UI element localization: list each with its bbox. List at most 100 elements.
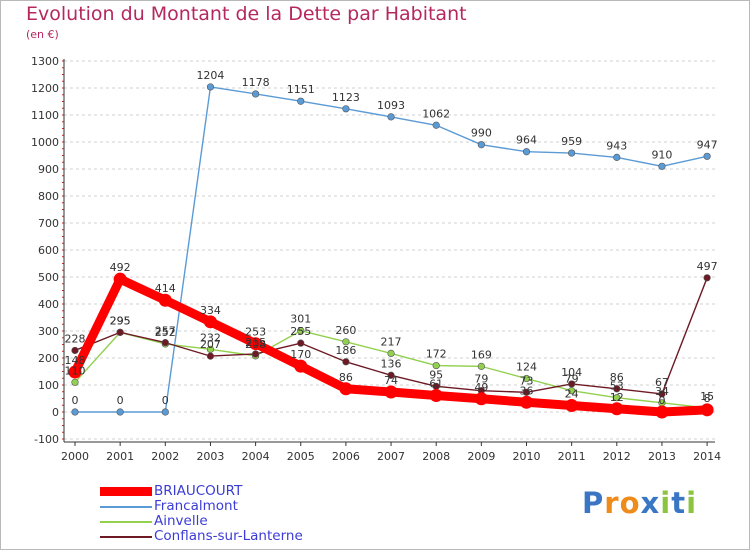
data-point	[71, 408, 79, 416]
data-label: 252	[155, 326, 176, 339]
data-point	[339, 382, 353, 396]
x-tick-label: 2014	[693, 450, 721, 463]
logo-letter: i	[686, 486, 698, 520]
data-point	[568, 380, 576, 388]
legend-swatch	[100, 520, 152, 523]
data-label: 79	[565, 373, 579, 386]
data-point	[116, 328, 124, 336]
logo-letter: P	[582, 486, 605, 520]
data-label: 0	[72, 394, 79, 407]
y-tick-label: 700	[38, 217, 59, 230]
x-tick-label: 2005	[287, 450, 315, 463]
data-label: 170	[290, 348, 311, 361]
data-point	[568, 149, 576, 157]
data-point	[610, 402, 624, 416]
data-point	[477, 141, 485, 149]
data-point	[658, 162, 666, 170]
data-point	[700, 403, 714, 417]
data-point	[522, 374, 531, 383]
data-label: 0	[162, 394, 169, 407]
data-label: 1151	[287, 83, 315, 96]
y-tick-label: 300	[38, 325, 59, 338]
data-label: 947	[697, 138, 718, 151]
data-label: 1204	[196, 69, 224, 82]
data-label: 217	[381, 335, 402, 348]
x-tick-label: 2002	[151, 450, 179, 463]
data-label: 15	[700, 390, 714, 403]
data-point	[71, 346, 79, 355]
data-label: 253	[245, 326, 266, 339]
data-label: 964	[516, 134, 537, 147]
legend-label: BRIAUCOURT	[154, 483, 243, 499]
x-tick-label: 2007	[377, 450, 405, 463]
data-point	[68, 365, 82, 379]
data-point	[71, 378, 79, 386]
y-tick-label: 200	[38, 352, 59, 365]
y-tick-label: 1300	[31, 55, 59, 68]
data-label: 0	[658, 394, 665, 407]
x-tick-label: 2010	[513, 450, 541, 463]
data-point	[158, 293, 172, 307]
data-label: 110	[65, 364, 86, 377]
data-point	[297, 327, 305, 335]
data-label: 257	[155, 325, 176, 338]
data-point	[252, 350, 260, 358]
data-label: 1123	[332, 91, 360, 104]
data-label: 1178	[242, 76, 270, 89]
data-label: 67	[655, 376, 669, 389]
data-point	[113, 272, 127, 286]
proxiti-logo: Proxiti	[582, 486, 697, 520]
data-point	[161, 339, 169, 347]
data-point	[432, 361, 440, 370]
chart-title: Evolution du Montant de la Dette par Hab…	[26, 3, 467, 25]
data-point	[703, 274, 711, 282]
data-label: 943	[606, 139, 627, 152]
data-label: 8	[704, 392, 711, 405]
logo-letter: o	[619, 486, 641, 520]
data-label: 207	[200, 338, 221, 351]
data-label: 95	[429, 368, 443, 381]
legend-swatch	[100, 487, 152, 496]
legend-label: Ainvelle	[154, 513, 208, 529]
data-point	[297, 339, 305, 347]
data-label: 295	[110, 314, 131, 327]
y-tick-label: 400	[38, 298, 59, 311]
y-tick-label: 1200	[31, 82, 59, 95]
data-label: 172	[426, 348, 447, 361]
logo-letter: i	[660, 486, 672, 520]
data-label: 295	[110, 314, 131, 327]
data-point	[703, 152, 711, 160]
data-label: 34	[655, 385, 669, 398]
data-point	[477, 362, 485, 370]
chart-subtitle: (en €)	[26, 28, 59, 41]
x-tick-label: 2013	[648, 450, 676, 463]
data-label: 12	[610, 391, 624, 404]
data-label: 61	[429, 378, 443, 391]
data-label: 1062	[422, 107, 450, 120]
data-point	[203, 315, 217, 329]
data-label: 215	[245, 336, 266, 349]
data-point	[384, 385, 398, 399]
data-label: 334	[200, 304, 221, 317]
data-label: 79	[474, 373, 488, 386]
data-label: 232	[200, 331, 221, 344]
data-label: 208	[245, 338, 266, 351]
data-label: 169	[471, 348, 492, 361]
data-label: 228	[65, 332, 86, 345]
data-point	[387, 349, 395, 358]
logo-letter: x	[640, 486, 661, 520]
data-point	[474, 392, 488, 406]
data-label: 301	[290, 313, 311, 326]
data-label: 104	[561, 366, 582, 379]
data-point	[206, 83, 215, 91]
data-point	[252, 90, 260, 98]
data-point	[206, 352, 215, 360]
data-label: 414	[155, 282, 176, 295]
data-point	[655, 405, 669, 419]
y-tick-label: 1000	[31, 136, 59, 149]
data-point	[613, 394, 621, 402]
x-tick-label: 2000	[61, 450, 89, 463]
legend-label: Conflans-sur-Lanterne	[154, 528, 303, 544]
data-point	[520, 395, 533, 409]
